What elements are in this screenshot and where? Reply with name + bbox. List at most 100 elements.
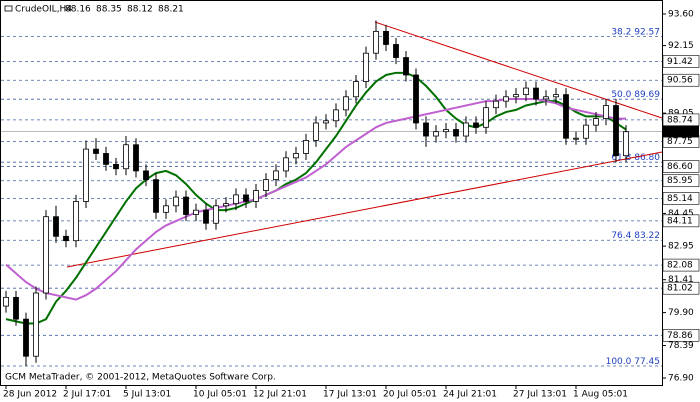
candle-body [413, 74, 419, 124]
fib-value: 92.57 [634, 27, 660, 37]
candle-body [333, 109, 339, 122]
candle-body [233, 194, 239, 205]
candle-body [173, 196, 179, 207]
candle-body [463, 122, 469, 137]
upper-trendline [374, 21, 663, 119]
candle-body [613, 105, 619, 157]
x-tick-label: 2 Jul 17:01 [63, 390, 111, 400]
candle-body [313, 122, 319, 141]
candle-body [543, 96, 549, 100]
candle-body [433, 131, 439, 137]
candle-body [3, 296, 9, 307]
candle-body [193, 209, 199, 215]
fib-value: 89.69 [634, 90, 660, 100]
x-tick-label: 17 Jul 13:01 [323, 390, 377, 400]
moving-average [5, 71, 627, 325]
fib-value: 77.45 [634, 357, 660, 367]
symbol-icon [4, 5, 13, 12]
candle-body [303, 139, 309, 154]
ohlc-header: 88.16 88.35 88.12 88.21 [65, 5, 184, 15]
candle-body [473, 122, 479, 128]
candle-body [453, 129, 459, 137]
level-label: 88.74 [667, 115, 693, 125]
candle-body [63, 235, 69, 242]
level-label-box [662, 258, 700, 272]
candle-body [183, 196, 189, 215]
x-tick-label: 1 Aug 05:01 [573, 390, 628, 400]
level-label: 85.95 [667, 176, 693, 186]
level-label-box [662, 160, 700, 173]
current-price-label: 88.21 [667, 127, 693, 137]
candle-body [603, 105, 609, 119]
candle-body [563, 94, 569, 139]
candle-body [533, 87, 539, 100]
candle-body [113, 163, 119, 170]
level-label-box [662, 328, 700, 342]
candle-body [53, 216, 59, 237]
ohlc-value: 88.35 [96, 5, 122, 15]
level-label: 81.02 [667, 284, 693, 294]
candle-body [353, 81, 359, 98]
lower-trendline [66, 151, 663, 268]
footer: GCM MetaTrader, © 2001-2012, MetaQuotes … [5, 373, 276, 383]
candle-body [33, 292, 39, 357]
level-label-box [662, 214, 700, 228]
fib-label: 50.0 89.69 [611, 90, 660, 100]
chart-title: CrudeOIL,H4 [15, 5, 72, 15]
level-label-box [662, 192, 700, 205]
x-tick-label: 27 Jul 13:01 [513, 390, 567, 400]
candle-body [483, 107, 489, 128]
level-label: 90.56 [667, 76, 693, 86]
y-tick-label: 81.41 [668, 275, 694, 285]
fib-label: 61.8 86.80 [611, 153, 660, 163]
x-tick-label: 24 Jul 21:01 [443, 390, 497, 400]
candle-body [493, 100, 499, 109]
candle-body [213, 205, 219, 224]
candle-body [13, 296, 19, 320]
candle-body [103, 153, 109, 165]
x-tick-label: 10 Jul 05:01 [193, 390, 247, 400]
candle-body [343, 96, 349, 111]
candle-body [123, 144, 129, 170]
candle-body [363, 52, 369, 82]
level-label-box [662, 55, 700, 68]
y-tick-label: 92.15 [668, 41, 694, 51]
level-label: 91.42 [667, 57, 693, 67]
candle-body [93, 148, 99, 154]
level-label: 78.86 [667, 331, 693, 341]
x-tick-label: 28 Jun 2012 [3, 390, 57, 400]
y-tick-label: 76.90 [668, 374, 694, 384]
plot [3, 20, 629, 367]
candle-body [273, 170, 279, 181]
candle-body [623, 131, 629, 157]
level-label: 86.60 [667, 162, 693, 172]
candle-body [143, 170, 149, 181]
moving-average [5, 97, 626, 301]
level-label: 85.14 [667, 194, 693, 204]
candle-body [43, 216, 49, 294]
y-tick-label: 78.39 [668, 341, 694, 351]
fib-ratio: 50.0 [611, 90, 631, 100]
candle-body [23, 318, 29, 357]
candle-body [263, 179, 269, 191]
levels: 38.2 92.57 50.0 89.69 61.8 86.80 76.4 83.22… [1, 27, 662, 367]
candle-body [203, 209, 209, 224]
y-tick-label: 84.45 [668, 209, 694, 219]
candle-body [153, 179, 159, 213]
candle-body [553, 94, 559, 98]
fib-value: 83.22 [634, 231, 660, 241]
candle-body [443, 129, 449, 133]
plot-frame [0, 0, 663, 386]
candle-body [513, 94, 519, 98]
fib-value: 86.80 [634, 153, 660, 163]
y-tick-label: 82.95 [668, 242, 694, 252]
candle-body [503, 96, 509, 102]
candle-body [83, 148, 89, 202]
fib-label: 38.2 92.57 [611, 27, 660, 37]
candle-body [573, 137, 579, 140]
y-tick-label: 93.60 [668, 9, 694, 19]
level-label: 87.75 [667, 137, 693, 147]
level-label-box [662, 174, 700, 188]
x-tick-label: 20 Jul 05:01 [383, 390, 437, 400]
